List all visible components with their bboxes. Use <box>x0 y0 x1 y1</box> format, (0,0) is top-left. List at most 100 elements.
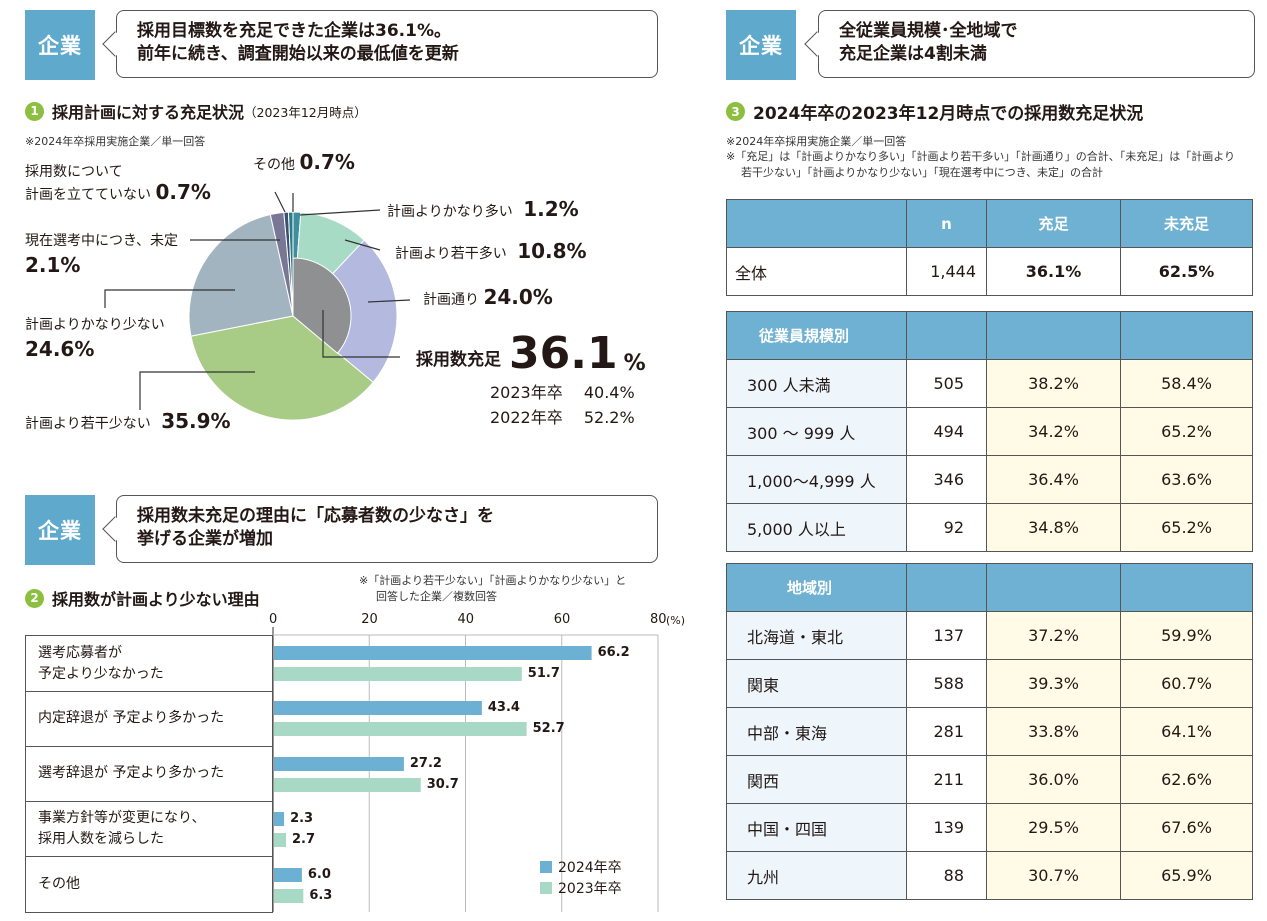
size-cell-filled: 36.4% <box>986 455 1121 504</box>
total-unfilled: 62.5% <box>1120 247 1253 296</box>
size-header-blank <box>906 311 987 360</box>
region-cell-unfilled: 65.9% <box>1120 851 1253 900</box>
pie-value-much-less: 24.6% <box>25 337 95 361</box>
bar-value-label: 51.7 <box>527 666 560 681</box>
region-header-blank <box>1120 563 1253 612</box>
region-cell-label: 九州 <box>726 851 907 900</box>
pie-chart <box>104 191 411 421</box>
region-cell-unfilled: 64.1% <box>1120 707 1253 756</box>
leader-lines <box>104 191 411 410</box>
category-label: 内定辞退が 予定より多かった <box>25 690 273 747</box>
bar-2024 <box>274 701 482 715</box>
category-line: 選考応募者が <box>38 644 122 661</box>
section-title-1: 1 採用計画に対する充足状況 （2023年12月時点） <box>25 99 367 123</box>
size-cell-n: 346 <box>906 455 987 504</box>
pie-label-more: 計画より若干多い 10.8% <box>395 239 587 263</box>
section-number: 1 <box>25 101 44 121</box>
callout3-line-2: 充足企業は4割未満 <box>839 44 987 64</box>
size-cell-n: 505 <box>906 359 987 408</box>
x-tick-label: 0 <box>269 612 278 627</box>
pie-label-no-plan: 採用数について <box>25 164 123 180</box>
size-cell-n: 92 <box>906 503 987 552</box>
region-cell-label: 関東 <box>726 659 907 708</box>
header-filled: 充足 <box>986 199 1121 248</box>
region-cell-n: 88 <box>906 851 987 900</box>
size-cell-unfilled: 63.6% <box>1120 455 1253 504</box>
size-cell-unfilled: 65.2% <box>1120 503 1253 552</box>
category-line: 内定辞退が 予定より多かった <box>38 709 225 726</box>
size-table: 従業員規模別 300 人未満 505 38.2% 58.4% 300 ～ 999 人 49… <box>726 311 1253 552</box>
region-cell-filled: 37.2% <box>986 611 1121 660</box>
bar-2024 <box>274 646 592 660</box>
pie-label-exact: 計画通り 24.0% <box>423 285 553 309</box>
size-row: 1,000～4,999 人 346 36.4% 63.6% <box>726 455 1253 504</box>
right-note-1: ※2024年卒採用実施企業／単一回答 <box>726 135 907 148</box>
region-cell-filled: 29.5% <box>986 803 1121 852</box>
bar-value-label: 6.0 <box>307 867 331 882</box>
pie-fill-label: 採用数充足 36.1 % <box>416 328 646 379</box>
region-cell-filled: 30.7% <box>986 851 1121 900</box>
category-label: 事業方針等が変更になり、 採用人数を減らした <box>25 801 273 857</box>
bar-2023 <box>274 667 522 681</box>
pie-2022-value: 2022年卒 52.2% <box>490 408 635 427</box>
region-cell-n: 137 <box>906 611 987 660</box>
region-row: 九州 88 30.7% 65.9% <box>726 851 1253 900</box>
region-cell-n: 588 <box>906 659 987 708</box>
size-row: 300 人未満 505 38.2% 58.4% <box>726 359 1253 408</box>
right-note-2: ※「充足」は「計画よりかなり多い」「計画より若干多い」「計画通り」の合計、「未充… <box>726 150 1236 163</box>
right-note-3: 若干少ない」「計画よりかなり少ない」「現在選考中につき、未定」の合計 <box>741 166 1104 179</box>
region-row: 中国・四国 139 29.5% 67.6% <box>726 803 1253 852</box>
legend-2023: 2023年卒 <box>540 878 622 898</box>
bar-2023 <box>274 833 286 847</box>
callout2-line-2: 挙げる企業が増加 <box>137 529 273 549</box>
header-unfilled: 未充足 <box>1120 199 1253 248</box>
category-line: 予定より少なかった <box>38 665 164 682</box>
x-tick-label: 60 <box>553 612 571 627</box>
pie-label-much-more: 計画よりかなり多い 1.2% <box>387 197 579 221</box>
right-callout: 全従業員規模･全地域で 充足企業は4割未満 <box>804 10 1255 78</box>
callout3-line-1: 全従業員規模･全地域で <box>839 21 1018 41</box>
size-header-blank <box>1120 311 1253 360</box>
size-cell-unfilled: 58.4% <box>1120 359 1253 408</box>
category-line: 事業方針等が変更になり、 <box>38 809 206 826</box>
bar-2023 <box>274 778 421 792</box>
reason-callout: 採用数未充足の理由に「応募者数の少なさ」を 挙げる企業が増加 <box>102 495 658 563</box>
pie-2023-value: 2023年卒 40.4% <box>490 383 635 402</box>
total-n: 1,444 <box>906 247 987 296</box>
survey-note: ※2024年卒採用実施企業／単一回答 <box>25 135 206 148</box>
region-cell-label: 北海道・東北 <box>726 611 907 660</box>
category-line: 選考辞退が 予定より多かった <box>38 765 225 781</box>
section-number-2: 2 <box>25 588 44 608</box>
section-title-3: 3 2024年卒の2023年12月時点での採用数充足状況 <box>726 99 1143 124</box>
bar-2023 <box>274 889 304 903</box>
pie-value-pending: 2.1% <box>25 253 81 277</box>
size-cell-filled: 38.2% <box>986 359 1121 408</box>
bar-value-label: 43.4 <box>487 700 520 715</box>
bar-2023 <box>274 722 527 736</box>
size-cell-unfilled: 65.2% <box>1120 407 1253 456</box>
bar-value-label: 27.2 <box>409 756 442 771</box>
bar-value-label: 30.7 <box>426 777 459 792</box>
region-cell-label: 中国・四国 <box>726 803 907 852</box>
section-title-2-text: 採用数が計画より少ない理由 <box>52 590 260 609</box>
region-table-title: 地域別 <box>726 563 907 612</box>
pie-label-other: その他 0.7% <box>253 150 355 174</box>
size-cell-label: 1,000～4,999 人 <box>726 455 907 504</box>
legend-swatch-2024 <box>540 861 552 873</box>
section-number-3: 3 <box>726 102 745 121</box>
category-line: 採用人数を減らした <box>38 830 164 847</box>
category-label: その他 <box>25 857 273 913</box>
size-row: 300 ～ 999 人 494 34.2% 65.2% <box>726 407 1253 456</box>
callout-line-2: 前年に続き、調査開始以来の最低値を更新 <box>137 44 459 64</box>
pie-slice <box>188 213 294 337</box>
bar-value-label: 2.7 <box>291 832 316 847</box>
company-tag-3: 企業 <box>726 10 796 80</box>
x-tick-label: 40 <box>457 612 475 627</box>
size-cell-label: 5,000 人以上 <box>726 503 907 552</box>
bar-value-label: 6.3 <box>309 888 333 903</box>
region-cell-unfilled: 60.7% <box>1120 659 1253 708</box>
size-table-title: 従業員規模別 <box>726 311 907 360</box>
region-row: 関東 588 39.3% 60.7% <box>726 659 1253 708</box>
size-cell-filled: 34.8% <box>986 503 1121 552</box>
region-header-blank <box>986 563 1121 612</box>
